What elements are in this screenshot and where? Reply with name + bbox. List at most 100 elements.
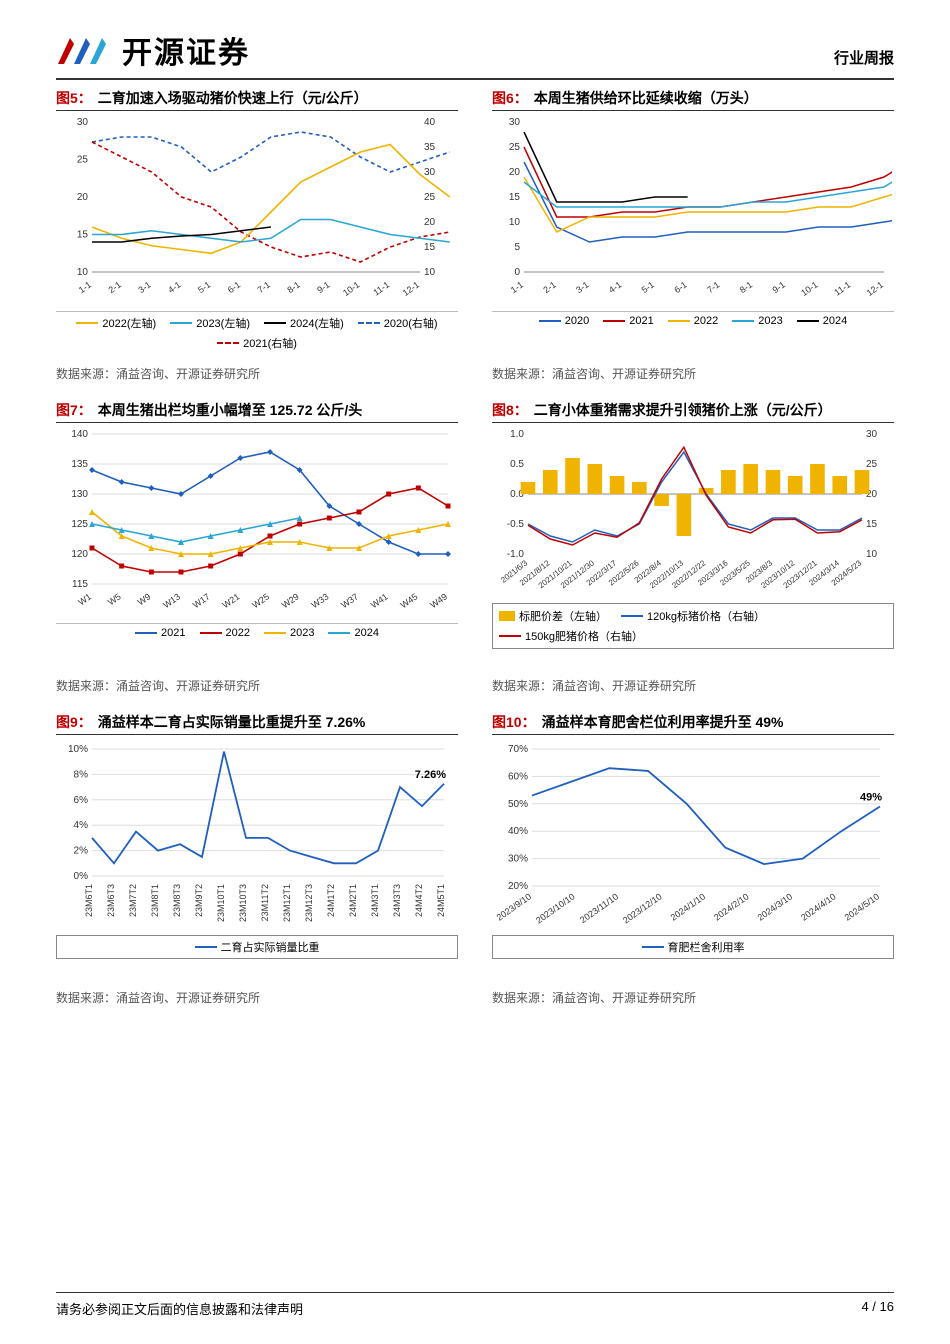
figure-title: 二育小体重猪需求提升引领猪价上涨（元/公斤）	[534, 400, 832, 420]
svg-text:15: 15	[509, 192, 521, 203]
figure-source: 数据来源：涌益咨询、开源证券研究所	[56, 989, 458, 1006]
svg-text:23M10T3: 23M10T3	[238, 884, 248, 922]
figure-title: 涌益样本二育占实际销量比重提升至 7.26%	[98, 712, 366, 732]
figure-7: 图7： 本周生猪出栏均重小幅增至 125.72 公斤/头 11512012513…	[56, 400, 458, 694]
svg-text:7-1: 7-1	[705, 279, 721, 295]
chart-5: 1015202530101520253035401-12-13-14-15-16…	[56, 117, 458, 357]
svg-text:10: 10	[509, 217, 521, 228]
figure-number: 图7：	[56, 400, 92, 420]
figure-number: 图10：	[492, 712, 536, 732]
svg-text:W21: W21	[221, 591, 242, 610]
svg-text:6-1: 6-1	[226, 279, 242, 295]
svg-text:8-1: 8-1	[285, 279, 301, 295]
figure-source: 数据来源：涌益咨询、开源证券研究所	[56, 677, 458, 694]
svg-text:W17: W17	[191, 591, 212, 610]
svg-text:15: 15	[866, 519, 878, 530]
svg-text:23M12T1: 23M12T1	[282, 884, 292, 922]
svg-text:20: 20	[77, 192, 89, 203]
figure-number: 图6：	[492, 88, 528, 108]
svg-text:5-1: 5-1	[640, 279, 656, 295]
svg-text:2024/4/10: 2024/4/10	[799, 891, 838, 922]
svg-text:30%: 30%	[508, 854, 528, 865]
svg-text:10: 10	[77, 267, 89, 278]
figure-number: 图5：	[56, 88, 92, 108]
svg-text:20: 20	[424, 217, 436, 228]
svg-text:30: 30	[509, 117, 521, 128]
svg-text:2023/10/10: 2023/10/10	[534, 891, 577, 925]
svg-text:6-1: 6-1	[672, 279, 688, 295]
svg-text:10-1: 10-1	[799, 279, 819, 298]
svg-text:W49: W49	[428, 591, 449, 610]
figure-number: 图8：	[492, 400, 528, 420]
svg-text:-1.0: -1.0	[507, 549, 525, 560]
svg-text:4%: 4%	[74, 820, 89, 831]
figure-source: 数据来源：涌益咨询、开源证券研究所	[492, 677, 894, 694]
chart-9: 0%2%4%6%8%10%23M6T123M6T323M7T223M8T123M…	[56, 741, 458, 981]
svg-text:2024/2/10: 2024/2/10	[712, 891, 751, 922]
disclaimer-text: 请务必参阅正文后面的信息披露和法律声明	[56, 1299, 303, 1318]
svg-text:7-1: 7-1	[256, 279, 272, 295]
svg-text:2024/1/10: 2024/1/10	[669, 891, 708, 922]
svg-text:8-1: 8-1	[738, 279, 754, 295]
svg-text:25: 25	[77, 155, 89, 166]
svg-text:23M8T1: 23M8T1	[150, 884, 160, 917]
svg-text:25: 25	[509, 142, 521, 153]
svg-text:0%: 0%	[74, 871, 89, 882]
svg-text:2023/12/10: 2023/12/10	[621, 891, 664, 925]
svg-text:10: 10	[424, 267, 436, 278]
svg-text:-0.5: -0.5	[507, 519, 525, 530]
svg-text:30: 30	[866, 429, 878, 440]
figure-6: 图6： 本周生猪供给环比延续收缩（万头） 0510152025301-12-13…	[492, 88, 894, 382]
page-header: 开源证券 行业周报	[56, 28, 894, 72]
svg-text:3-1: 3-1	[574, 279, 590, 295]
page-footer: 请务必参阅正文后面的信息披露和法律声明 4 / 16	[56, 1292, 894, 1318]
svg-text:23M8T3: 23M8T3	[172, 884, 182, 917]
svg-text:12-1: 12-1	[401, 279, 421, 298]
svg-text:35: 35	[424, 142, 436, 153]
svg-text:10: 10	[866, 549, 878, 560]
svg-text:120: 120	[71, 549, 88, 560]
svg-text:4-1: 4-1	[607, 279, 623, 295]
header-rule	[56, 78, 894, 80]
svg-text:W29: W29	[280, 591, 301, 610]
svg-text:0: 0	[514, 267, 520, 278]
figure-source: 数据来源：涌益咨询、开源证券研究所	[492, 365, 894, 382]
logo-mark-icon	[56, 30, 112, 70]
svg-text:8%: 8%	[74, 769, 89, 780]
svg-text:11-1: 11-1	[832, 279, 852, 297]
svg-text:24M2T1: 24M2T1	[348, 884, 358, 917]
svg-text:25: 25	[866, 459, 878, 470]
svg-text:24M1T2: 24M1T2	[326, 884, 336, 917]
svg-text:24M3T1: 24M3T1	[370, 884, 380, 917]
svg-text:24M3T3: 24M3T3	[392, 884, 402, 917]
svg-text:135: 135	[71, 459, 88, 470]
company-logo: 开源证券	[56, 28, 250, 72]
svg-text:2023/9/10: 2023/9/10	[495, 891, 534, 922]
figure-grid: 图5： 二育加速入场驱动猪价快速上行（元/公斤） 10 15 20 25 30 10 15 2…	[56, 88, 894, 1006]
svg-text:2024/3/10: 2024/3/10	[756, 891, 795, 922]
svg-text:0.5: 0.5	[510, 459, 524, 470]
svg-text:3-1: 3-1	[136, 279, 152, 295]
figure-source: 数据来源：涌益咨询、开源证券研究所	[492, 989, 894, 1006]
svg-text:2024/5/10: 2024/5/10	[843, 891, 882, 922]
svg-text:24M5T1: 24M5T1	[436, 884, 446, 917]
svg-text:W33: W33	[310, 591, 331, 610]
svg-text:2%: 2%	[74, 846, 89, 857]
svg-text:60%: 60%	[508, 771, 528, 782]
svg-text:10-1: 10-1	[341, 279, 361, 298]
chart-8: -1.0-0.50.00.51.010152025302021/6/32021/…	[492, 429, 894, 669]
svg-text:W45: W45	[399, 591, 420, 610]
svg-text:115: 115	[72, 579, 88, 590]
svg-text:1.0: 1.0	[510, 429, 524, 440]
svg-text:11-1: 11-1	[371, 279, 391, 297]
svg-text:1-1: 1-1	[77, 279, 93, 295]
svg-text:6%: 6%	[74, 795, 89, 806]
svg-text:4-1: 4-1	[166, 279, 182, 295]
figure-5: 图5： 二育加速入场驱动猪价快速上行（元/公斤） 101520253010152…	[56, 88, 458, 382]
svg-text:23M7T2: 23M7T2	[128, 884, 138, 917]
svg-text:130: 130	[71, 489, 88, 500]
figure-title: 二育加速入场驱动猪价快速上行（元/公斤）	[98, 88, 368, 108]
svg-text:10%: 10%	[68, 744, 88, 755]
figure-8: 图8： 二育小体重猪需求提升引领猪价上涨（元/公斤） -1.0-0.50.00.…	[492, 400, 894, 694]
figure-title: 本周生猪出栏均重小幅增至 125.72 公斤/头	[98, 400, 363, 420]
